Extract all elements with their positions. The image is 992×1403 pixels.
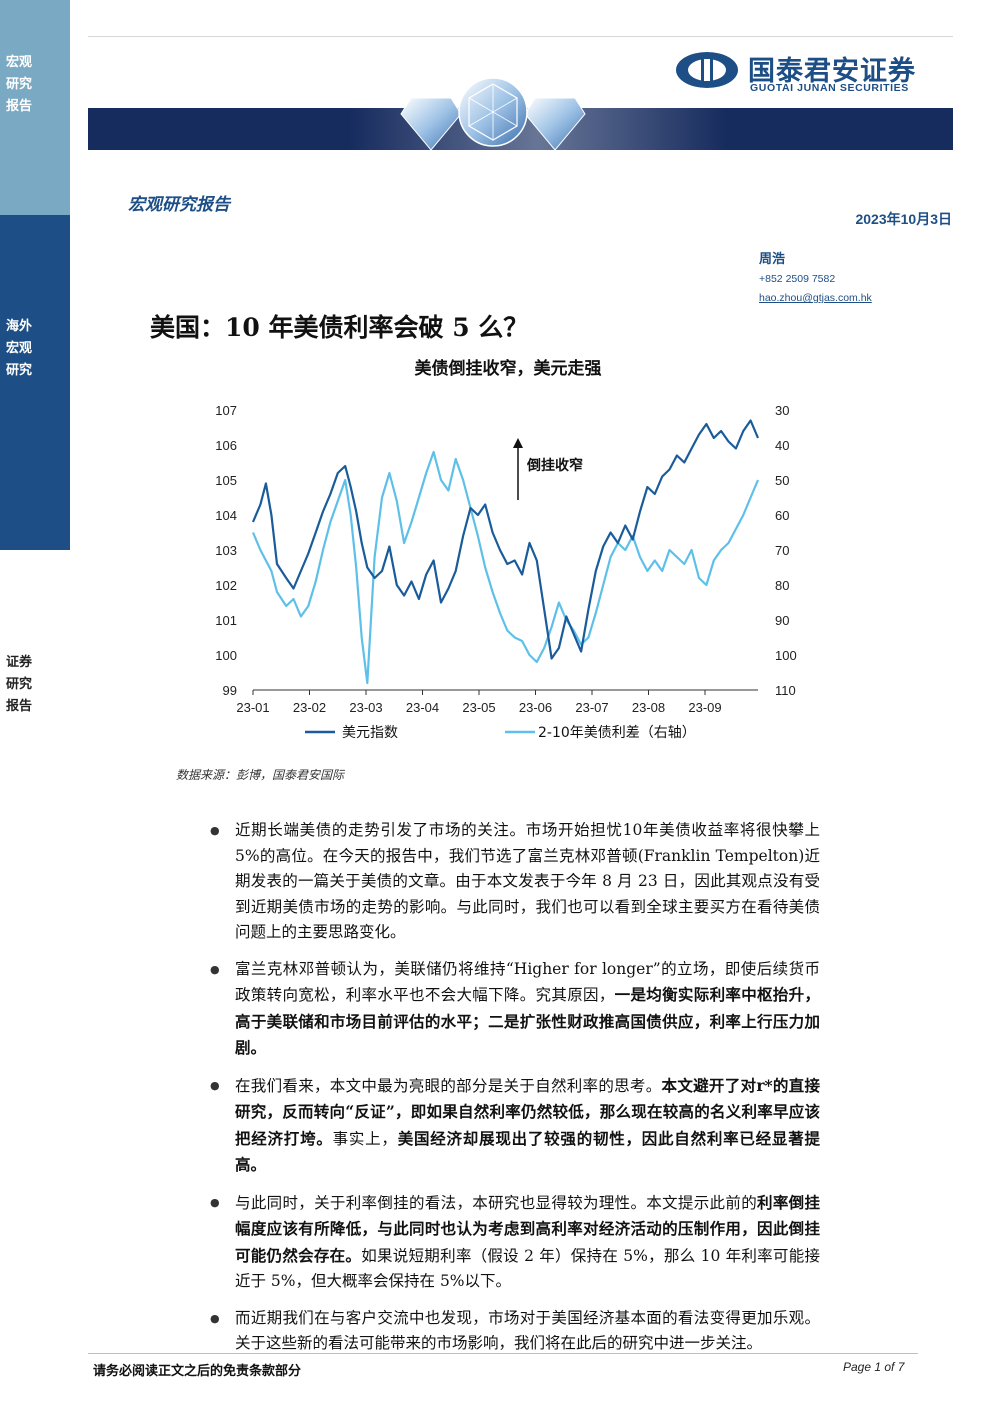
left-axis-ticks: 107 106 105 104 103 102 101 100 99 — [215, 403, 237, 698]
bullet-text: 与此同时，关于利率倒挂的看法，本研究也显得较为理性。本文提示此前的 — [235, 1193, 758, 1212]
page-number: Page 1 of 7 — [843, 1360, 905, 1374]
right-tick-label: 60 — [775, 508, 789, 523]
disclaimer-notice: 请务必阅读正文之后的免责条款部分 — [93, 1364, 302, 1379]
bullet-item: 而近期我们在与客户交流中也发现，市场对于美国经济基本面的看法变得更加乐观。关于这… — [210, 1306, 820, 1357]
logo-chinese-name: 国泰君安证券 — [748, 56, 916, 87]
sidebar-label-macro: 宏观研究报告 — [5, 55, 32, 114]
bullet-item: 与此同时，关于利率倒挂的看法，本研究也显得较为理性。本文提示此前的利率倒挂幅度应… — [210, 1190, 820, 1295]
bullet-item: 近期长端美债的走势引发了市场的关注。市场开始担忧10年美债收益率将很快攀上 5%… — [210, 818, 820, 946]
report-type: 宏观研究报告 — [128, 195, 230, 215]
bullet-item: 在我们看来，本文中最为亮眼的部分是关于自然利率的思考。本文避开了对r*的直接研究… — [210, 1073, 820, 1179]
bullet-text: 富兰克林邓普顿认为，美联储仍将维持“Higher for longer”的立场，… — [235, 959, 820, 1005]
sidebar-block-overseas — [0, 215, 70, 550]
right-tick-label: 40 — [775, 438, 789, 453]
annotation: 倒挂收窄 — [513, 438, 583, 500]
page-title: 美国：10 年美债利率会破 5 么？ — [150, 313, 529, 342]
left-tick-label: 107 — [215, 403, 237, 418]
bullet-text: 在我们看来，本文中最为亮眼的部分是关于自然利率的思考。 — [235, 1076, 662, 1095]
left-tick-label: 101 — [215, 613, 237, 628]
chart-source: 数据来源：彭博，国泰君安国际 — [176, 768, 345, 782]
x-tick-label: 23-05 — [462, 700, 495, 715]
author-phone: +852 2509 7582 — [759, 273, 836, 285]
sidebar-block-securities — [0, 550, 70, 1403]
legend-label-spread: 2-10年美债利差（右轴） — [538, 725, 696, 741]
left-tick-label: 106 — [215, 438, 237, 453]
left-tick-label: 103 — [215, 543, 237, 558]
bullet-bold-text: 一是均衡实际利率中枢抬升，高于美联储和市场目前评估的水平；二是扩张性财政推高国债… — [235, 985, 820, 1057]
right-tick-label: 30 — [775, 403, 789, 418]
arrow-up-icon — [513, 438, 523, 448]
right-tick-label: 50 — [775, 473, 789, 488]
header-rule — [88, 36, 953, 37]
company-logo: 国泰君安证券 GUOTAI JUNAN SECURITIES — [675, 47, 955, 97]
x-tick-label: 23-03 — [349, 700, 382, 715]
left-tick-label: 104 — [215, 508, 237, 523]
bullet-text: 而近期我们在与客户交流中也发现，市场对于美国经济基本面的看法变得更加乐观。关于这… — [235, 1308, 820, 1353]
right-axis-ticks: 30 40 50 60 70 80 90 100 110 — [775, 403, 797, 698]
report-date: 2023年10月3日 — [855, 211, 952, 227]
sidebar-label-overseas: 海外宏观研究 — [5, 319, 32, 378]
dual-axis-line-chart: 107 106 105 104 103 102 101 100 99 30 40 50 60 70 80 9… — [215, 403, 797, 741]
left-sidebar: 宏观研究报告 海外宏观研究 证券研究报告 — [0, 0, 70, 1403]
bullet-list: 近期长端美债的走势引发了市场的关注。市场开始担忧10年美债收益率将很快攀上 5%… — [210, 818, 820, 1368]
footer-rule — [88, 1353, 918, 1354]
series-line-usd-index — [251, 419, 760, 660]
bullet-bold-text: 美国经济却展现出了较强的韧性，因此自然利率已经显著提高。 — [235, 1128, 820, 1175]
right-tick-label: 80 — [775, 578, 789, 593]
author-email-link[interactable]: hao.zhou@gtjas.com.hk — [759, 292, 872, 304]
x-tick-label: 23-04 — [406, 700, 439, 715]
x-tick-label: 23-09 — [688, 700, 721, 715]
left-tick-label: 102 — [215, 578, 237, 593]
x-tick-label: 23-06 — [519, 700, 552, 715]
legend-label-usd: 美元指数 — [342, 725, 398, 741]
author-name: 周浩 — [759, 252, 786, 267]
sidebar-block-macro — [0, 0, 70, 215]
logo-mark-icon — [676, 52, 738, 88]
left-tick-label: 99 — [223, 683, 237, 698]
right-tick-label: 110 — [775, 683, 796, 698]
x-tick-label: 23-07 — [575, 700, 608, 715]
right-tick-label: 90 — [775, 613, 789, 628]
chart-title: 美债倒挂收窄，美元走强 — [414, 359, 602, 379]
bullet-bold-text: 本文避开了对r*的直接研究，反而转向“反证”，即如果自然利率仍然较低，那么现在较… — [235, 1075, 820, 1148]
bullet-text: 事实上， — [332, 1129, 398, 1148]
left-tick-label: 100 — [215, 648, 237, 663]
chart-series — [251, 419, 760, 685]
diamond-graphic-icon — [400, 77, 586, 151]
bullet-text: 如果说短期利率（假设 2 年）保持在 5%，那么 10 年利率可能接近于 5%，… — [235, 1246, 820, 1291]
legend: 美元指数 2-10年美债利差（右轴） — [305, 725, 696, 741]
right-tick-label: 100 — [775, 648, 797, 663]
sidebar-label-securities: 证券研究报告 — [5, 655, 32, 714]
x-tick-label: 23-08 — [632, 700, 665, 715]
x-tick-label: 23-01 — [236, 700, 269, 715]
bullet-text: 近期长端美债的走势引发了市场的关注。市场开始担忧10年美债收益率将很快攀上 5%… — [235, 821, 820, 941]
right-tick-label: 70 — [775, 543, 789, 558]
x-axis-ticks: 23-01 23-02 23-03 23-04 23-05 23-06 23-07 23-08… — [236, 690, 722, 715]
series-line-yield-spread — [251, 450, 760, 685]
annotation-label: 倒挂收窄 — [526, 457, 583, 474]
left-tick-label: 105 — [215, 473, 237, 488]
logo-english-name: GUOTAI JUNAN SECURITIES — [750, 82, 909, 94]
x-tick-label: 23-02 — [293, 700, 326, 715]
bullet-bold-text: 利率倒挂幅度应该有所降低，与此同时也认为考虑到高利率对经济活动的压制作用，因此倒… — [235, 1192, 820, 1265]
bullet-item: 富兰克林邓普顿认为，美联储仍将维持“Higher for longer”的立场，… — [210, 957, 820, 1062]
